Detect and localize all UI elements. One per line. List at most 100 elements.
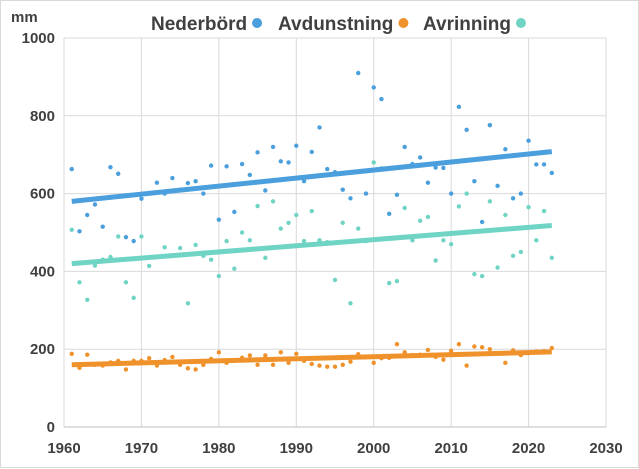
data-point-avrinning — [208, 257, 214, 262]
data-point-avrinning — [162, 245, 167, 250]
legend-marker-avrinning — [515, 18, 526, 28]
trend-line-avdunstning — [71, 349, 552, 368]
data-point-nederbörd — [441, 165, 446, 171]
data-point-avrinning — [270, 199, 276, 204]
data-point-nederbörd — [170, 175, 175, 181]
data-point-avrinning — [77, 280, 82, 285]
data-point-avdunstning — [263, 353, 268, 358]
data-point-nederbörd — [487, 122, 493, 128]
data-point-nederbörd — [472, 178, 477, 184]
data-point-avdunstning — [193, 367, 198, 372]
axis-layer: 0 200 400 600 800 1000 1960 1970 1980 1990 2000 201… — [22, 30, 623, 457]
data-point-avrinning — [495, 265, 500, 270]
data-point-avrinning — [417, 218, 423, 224]
y-tick-label: 200 — [30, 341, 55, 358]
data-point-avdunstning — [255, 362, 260, 367]
data-point-avdunstning — [479, 345, 485, 350]
data-point-avdunstning — [170, 354, 175, 360]
data-point-avdunstning — [69, 351, 74, 357]
legend-marker-nederbörd — [252, 18, 263, 28]
legend-label-nederbörd: Nederbörd — [151, 14, 247, 35]
data-point-nederbörd — [325, 166, 330, 172]
data-point-nederbörd — [92, 202, 98, 207]
data-point-avrinning — [255, 203, 260, 209]
trend-line-nederbörd — [71, 149, 553, 204]
legend: Nederbörd Avdunstning Avrinning — [151, 14, 526, 35]
data-point-avrinning — [177, 245, 183, 251]
data-point-avrinning — [348, 301, 353, 306]
y-tick-label: 600 — [30, 186, 55, 203]
data-point-nederbörd — [402, 144, 407, 150]
x-tick-label: 2030 — [589, 440, 622, 457]
x-tick-label: 1960 — [47, 440, 80, 457]
data-point-avdunstning — [185, 366, 191, 371]
data-point-avrinning — [247, 238, 253, 243]
data-point-avrinning — [456, 204, 462, 209]
legend-label-avdunstning: Avdunstning — [278, 14, 393, 35]
data-point-avrinning — [464, 191, 469, 196]
data-point-nederbörd — [255, 150, 260, 155]
data-point-avdunstning — [348, 359, 353, 364]
data-point-avrinning — [139, 234, 144, 239]
data-point-avrinning — [239, 230, 245, 235]
data-point-avdunstning — [487, 347, 493, 352]
data-point-nederbörd — [495, 183, 500, 189]
x-tick-label: 1980 — [202, 440, 235, 457]
data-point-avrinning — [294, 212, 299, 218]
y-axis-unit-label: mm — [11, 9, 38, 26]
data-point-avrinning — [387, 280, 392, 286]
data-point-avrinning — [309, 208, 314, 214]
data-point-nederbörd — [456, 104, 462, 110]
data-point-avrinning — [116, 234, 121, 239]
data-point-avrinning — [216, 273, 222, 279]
data-point-avdunstning — [85, 352, 90, 357]
grid-layer — [63, 37, 607, 428]
data-point-avrinning — [232, 266, 237, 271]
data-point-nederbörd — [394, 192, 400, 197]
data-point-avrinning — [518, 249, 524, 255]
data-point-nederbörd — [448, 191, 454, 196]
data-point-avrinning — [193, 242, 198, 248]
data-point-avrinning — [371, 160, 376, 165]
data-point-avrinning — [278, 226, 283, 231]
data-point-nederbörd — [363, 191, 369, 196]
data-point-avdunstning — [371, 360, 376, 366]
data-point-avdunstning — [270, 362, 276, 367]
data-point-nederbörd — [286, 160, 291, 165]
data-point-nederbörd — [224, 164, 229, 169]
x-tick-label: 1990 — [280, 440, 313, 457]
y-tick-label: 400 — [30, 263, 55, 280]
data-point-nederbörd — [340, 187, 345, 192]
data-point-avdunstning — [216, 350, 222, 355]
data-point-nederbörd — [417, 155, 423, 160]
data-point-nederbörd — [526, 138, 531, 143]
data-point-avdunstning — [503, 360, 508, 366]
data-point-nederbörd — [85, 212, 90, 218]
data-point-avdunstning — [294, 351, 299, 357]
data-point-avdunstning — [464, 363, 469, 368]
data-point-nederbörd — [77, 229, 82, 234]
data-point-avrinning — [472, 271, 477, 277]
data-point-avrinning — [503, 212, 508, 218]
data-point-avrinning — [402, 205, 407, 211]
data-point-nederbörd — [534, 162, 539, 167]
data-point-nederbörd — [193, 178, 198, 184]
data-point-avdunstning — [340, 362, 345, 367]
data-point-nederbörd — [139, 196, 144, 201]
data-point-nederbörd — [433, 165, 438, 170]
data-point-nederbörd — [348, 196, 353, 201]
data-point-nederbörd — [541, 162, 547, 167]
data-point-avrinning — [394, 278, 400, 284]
data-point-avrinning — [332, 277, 338, 283]
legend-marker-avdunstning — [398, 18, 409, 28]
data-point-avdunstning — [247, 353, 253, 358]
data-point-avdunstning — [309, 361, 314, 367]
data-point-avrinning — [286, 220, 291, 225]
data-point-nederbörd — [371, 85, 376, 90]
data-point-nederbörd — [201, 191, 206, 196]
data-point-avrinning — [340, 220, 345, 225]
data-point-nederbörd — [185, 180, 191, 186]
data-point-nederbörd — [518, 191, 524, 196]
data-point-nederbörd — [278, 159, 283, 164]
